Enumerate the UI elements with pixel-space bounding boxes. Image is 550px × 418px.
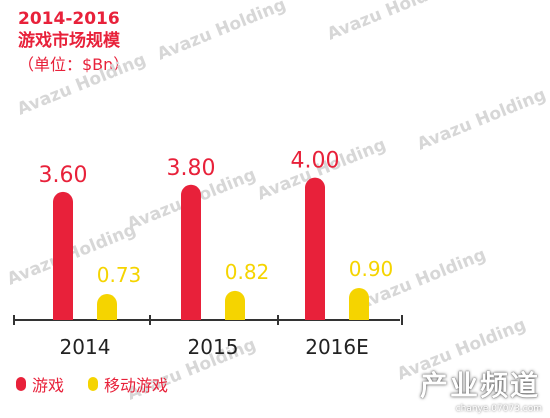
value-label-mobile-2016E: 0.90 <box>349 257 394 281</box>
legend-swatch-mobile <box>88 377 99 391</box>
title-unit: （单位：$Bn） <box>18 55 130 74</box>
bar-games-base-2016E <box>305 310 325 320</box>
bar-games-base-2015 <box>181 310 201 320</box>
bar-mobile-base-2015 <box>225 310 245 320</box>
category-label-2014: 2014 <box>60 335 111 359</box>
legend-item-games: 游戏 <box>16 372 64 396</box>
legend-item-mobile: 移动游戏 <box>88 372 168 396</box>
bar-games-2016E <box>305 177 325 320</box>
site-watermark: 产业频道 chanye.07073.com <box>390 369 550 418</box>
bar-mobile-base-2014 <box>97 310 117 320</box>
site-watermark-url: chanye.07073.com <box>455 404 542 414</box>
watermark-text-0: Avazu Holding <box>324 0 459 45</box>
title-years: 2014-2016 <box>18 9 120 29</box>
category-label-2016E: 2016E <box>305 335 369 359</box>
watermark-text-3: Avazu Holding <box>414 85 549 155</box>
watermark-text-1: Avazu Holding <box>154 0 289 65</box>
legend-label-mobile: 移动游戏 <box>104 376 169 395</box>
bar-games-2015 <box>181 184 201 320</box>
chart-title: 2014-2016 游戏市场规模 （单位：$Bn） <box>18 8 129 78</box>
watermark-text-2: Avazu Holding <box>14 50 149 120</box>
bar-games-base-2014 <box>53 310 73 320</box>
value-label-games-2014: 3.60 <box>39 163 88 188</box>
value-label-mobile-2014: 0.73 <box>97 263 142 287</box>
legend-label-games: 游戏 <box>32 376 65 395</box>
bar-games-2014 <box>53 191 73 320</box>
legend: 游戏 移动游戏 <box>16 372 192 396</box>
value-label-games-2015: 3.80 <box>167 156 216 181</box>
legend-swatch-games <box>16 377 26 391</box>
bar-mobile-base-2016E <box>349 310 369 320</box>
category-label-2015: 2015 <box>188 335 239 359</box>
value-label-mobile-2015: 0.82 <box>225 260 270 284</box>
site-watermark-title: 产业频道 <box>419 369 540 402</box>
value-label-games-2016E: 4.00 <box>291 149 340 174</box>
title-main: 游戏市场规模 <box>18 31 120 51</box>
